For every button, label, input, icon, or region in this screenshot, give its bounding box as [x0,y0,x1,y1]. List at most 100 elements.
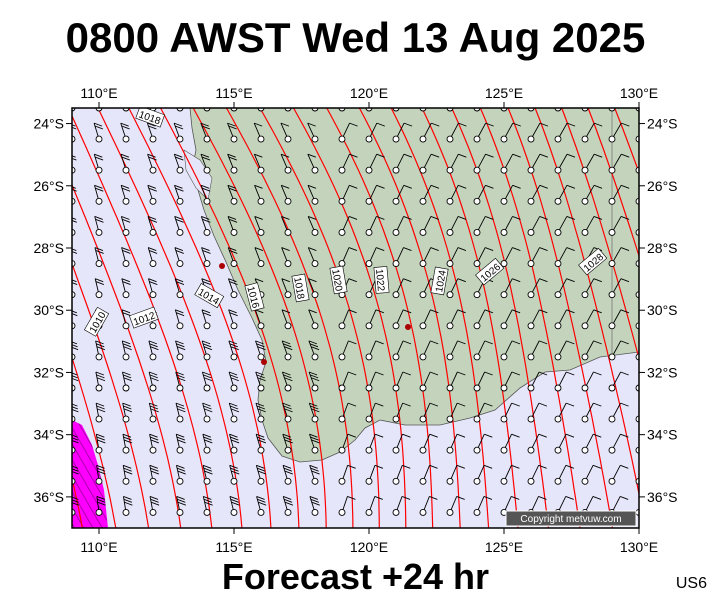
wind-barb [147,247,158,268]
wind-barb [228,340,239,361]
wind-barb [201,247,211,268]
wind-barb [254,216,265,236]
wind-barb [554,216,575,236]
wind-barb [202,464,213,485]
isobar [72,355,117,528]
wind-barb [202,433,213,454]
wind-barb [202,402,213,423]
wind-barb [176,496,187,516]
wind-barb [175,340,186,361]
wind-barb [527,402,548,423]
wind-barb [581,309,602,330]
wind-barb [95,371,106,392]
isobar [159,108,300,528]
wind-barb [148,278,158,299]
wind-barb [307,184,319,205]
wind-barb [282,402,293,423]
wind-barb [446,278,466,299]
wind-barb [255,433,267,454]
wind-barb [527,433,547,454]
wind-barb [527,216,548,236]
wind-barb [338,122,358,143]
wind-barb [228,278,238,299]
wind-barb [419,122,440,143]
wind-barb [365,433,384,454]
wind-barb [255,464,267,485]
wind-barb [229,433,240,454]
wind-barb [419,433,438,454]
wind-barb [392,371,411,392]
station-kalgoorlie [405,324,411,330]
wind-barb [392,496,411,516]
wind-barb [392,309,412,330]
wind-barb [392,402,411,423]
axis-ticks: 110°E 110°E 115°E 115°E 120°E 120°E 125°E 125°E… [33,85,677,555]
wind-barb [307,153,319,174]
wind-barb [581,184,603,205]
wind-barb [500,371,520,392]
wind-barb [581,278,602,299]
wind-barb [175,433,186,454]
wind-barb [175,402,186,423]
lat-label-left: 32°S [33,364,64,380]
wind-barb [446,371,466,392]
wind-barb [308,309,319,330]
wind-barb [392,464,411,485]
wind-barb [419,464,438,485]
wind-barb [228,402,240,423]
wind-barb [95,464,106,485]
wind-barb [95,340,106,361]
lon-label-top: 110°E [80,85,117,101]
wind-barb [338,153,358,174]
wind-barb [608,122,630,143]
lon-label-top: 125°E [485,85,523,101]
isobar [358,108,461,528]
wind-barb [554,433,575,454]
wind-barb [149,496,160,516]
wind-barb [419,340,439,361]
wind-barb [200,153,211,174]
lon-label-top: 120°E [350,85,388,101]
wind-barb [338,433,357,454]
isobar [292,108,407,528]
wind-barb [365,153,385,174]
wind-barb [94,184,104,205]
wind-barb [365,122,385,143]
wind-barb [365,309,385,330]
wind-barb [554,464,575,485]
wind-barb [229,464,240,485]
wind-barb [281,216,292,236]
wind-barb [229,496,240,516]
wind-barb [122,433,133,454]
wind-barb [500,278,521,299]
isobar [694,98,711,538]
wind-barb [392,340,412,361]
wind-barb [446,309,466,330]
wind-barb [338,496,356,516]
wind-barb [176,464,186,485]
wind-barb [227,122,238,143]
wind-barb [307,247,319,268]
wind-barb [200,216,211,236]
wind-barb [419,153,440,174]
wind-barb [72,341,79,361]
wind-barb [148,402,159,423]
wind-barb [121,309,131,330]
model-label: US6 [675,575,707,592]
wind-barb [256,496,267,516]
wind-barb [608,371,629,392]
svg-text:1022: 1022 [373,269,386,293]
wind-barb [200,122,211,143]
wind-barb [365,184,385,205]
svg-text:1020: 1020 [329,268,344,292]
wind-barb [581,153,603,174]
wind-barb [581,433,602,454]
wind-barb [94,216,104,236]
wind-barb [227,184,238,205]
wind-barb [307,122,319,143]
wind-barb [473,122,494,143]
wind-barb [473,496,493,516]
isobar-label: 1020 [329,265,348,295]
wind-barb [446,153,467,174]
wind-barb [446,433,466,454]
